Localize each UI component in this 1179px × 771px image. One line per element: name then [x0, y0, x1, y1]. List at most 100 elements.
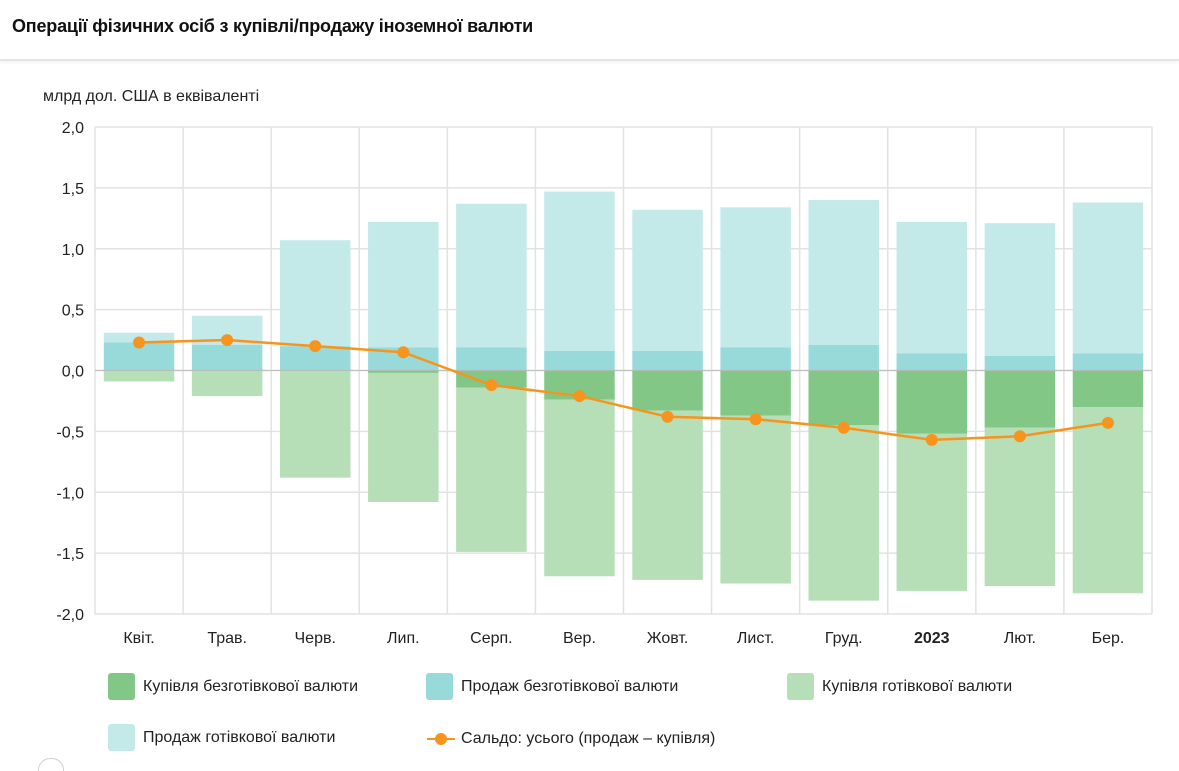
saldo-point	[397, 346, 410, 359]
legend-dot	[435, 733, 447, 745]
bar-sell-cash	[456, 203, 527, 348]
legend-label: Продаж готівкової валюти	[143, 728, 336, 746]
bar-sell-cash	[984, 223, 1056, 356]
legend-item-sell-noncash[interactable]: Продаж безготівкової валюти	[426, 673, 678, 700]
x-tick-label: Лист.	[737, 630, 774, 647]
saldo-point	[309, 340, 322, 353]
watermark-logo-icon	[38, 758, 64, 771]
y-tick-label: 1,0	[62, 242, 84, 259]
x-tick-label: Серп.	[470, 630, 512, 647]
x-tick-label: Жовт.	[647, 630, 689, 647]
y-tick-label: -1,0	[56, 485, 84, 502]
bar-buy-cash	[279, 370, 351, 478]
legend-swatch-sell-noncash	[426, 673, 453, 700]
bar-sell-cash	[279, 240, 351, 347]
bar-sell-noncash	[896, 353, 968, 371]
legend-item-saldo[interactable]: Сальдо: усього (продаж – купівля)	[427, 730, 715, 748]
bar-buy-noncash	[808, 370, 879, 426]
saldo-point	[925, 433, 938, 446]
saldo-point	[573, 390, 586, 403]
bar-buy-cash	[1072, 407, 1144, 594]
saldo-point	[485, 379, 498, 392]
legend-swatch-sell-cash	[108, 724, 135, 751]
saldo-point	[837, 421, 850, 434]
x-tick-label: Груд.	[825, 630, 863, 647]
legend-item-sell-cash[interactable]: Продаж готівкової валюти	[108, 724, 335, 751]
bar-sell-noncash	[368, 347, 439, 371]
bar-sell-cash	[544, 191, 615, 352]
saldo-point	[661, 410, 674, 423]
grid	[94, 126, 1153, 615]
bar-sell-noncash	[632, 351, 703, 371]
bar-sell-noncash	[808, 344, 879, 371]
legend-swatch-buy-noncash	[108, 673, 135, 700]
bar-sell-noncash	[984, 355, 1056, 371]
bar-buy-noncash	[984, 370, 1056, 428]
bar-buy-cash	[456, 387, 527, 552]
x-tick-label: Квіт.	[123, 630, 154, 647]
legend-label: Купівля готівкової валюти	[822, 677, 1013, 695]
chart-plot: 2,0 1,5 1,0 0,5 0,0 -0,5 -1,0 -1,5 -2,0 Квіт. Тра…	[56, 120, 1153, 647]
bar-buy-noncash	[720, 370, 791, 416]
x-tick-label: Лип.	[387, 630, 420, 647]
saldo-point	[133, 336, 146, 349]
bar-buy-noncash	[632, 370, 703, 411]
legend-label: Купівля безготівкової валюти	[143, 677, 359, 695]
bar-sell-noncash	[191, 344, 263, 371]
y-tick-label: 0,5	[62, 303, 84, 320]
bar-sell-noncash	[720, 347, 791, 371]
legend-line-marker-icon	[427, 732, 455, 746]
bar-buy-cash	[984, 427, 1056, 586]
legend-label: Продаж безготівкової валюти	[461, 677, 679, 695]
bar-buy-cash	[896, 433, 968, 591]
bar-sell-cash	[368, 221, 439, 348]
bar-buy-noncash	[1072, 370, 1144, 408]
bar-buy-cash	[191, 370, 263, 397]
x-tick-label: Лют.	[1004, 630, 1036, 647]
bar-buy-cash	[368, 372, 439, 502]
saldo-line-layer	[133, 334, 1114, 446]
saldo-point	[221, 334, 234, 347]
x-tick-label: Вер.	[563, 630, 596, 647]
y-tick-label: -2,0	[56, 607, 84, 624]
bar-sell-cash	[808, 200, 879, 345]
bars	[103, 191, 1144, 601]
bar-buy-cash	[103, 370, 175, 382]
x-tick-label: Трав.	[207, 630, 247, 647]
bar-sell-noncash	[544, 351, 615, 371]
bar-sell-cash	[896, 221, 968, 354]
y-tick-label: -1,5	[56, 546, 84, 563]
bar-sell-cash	[1072, 202, 1144, 354]
saldo-point	[1101, 416, 1114, 429]
bar-buy-cash	[632, 410, 703, 580]
y-tick-label: 0,0	[62, 364, 84, 381]
bar-sell-noncash	[456, 347, 527, 371]
legend-item-buy-cash[interactable]: Купівля готівкової валюти	[787, 673, 1012, 700]
bar-sell-noncash	[1072, 353, 1144, 371]
bar-buy-cash	[544, 399, 615, 577]
chart-header: Операції фізичних осіб з купівлі/продажу…	[0, 0, 1179, 61]
legend-item-buy-noncash[interactable]: Купівля безготівкової валюти	[108, 673, 358, 700]
bar-buy-noncash	[456, 370, 527, 388]
bar-sell-cash	[720, 207, 791, 348]
bar-sell-cash	[632, 209, 703, 352]
bar-buy-noncash	[368, 370, 439, 373]
x-tick-label: Бер.	[1092, 630, 1125, 647]
saldo-point	[1013, 430, 1026, 443]
y-tick-label: 1,5	[62, 181, 84, 198]
y-axis-unit-label: млрд дол. США в еквіваленті	[43, 88, 260, 105]
legend-swatch-buy-cash	[787, 673, 814, 700]
chart-title: Операції фізичних осіб з купівлі/продажу…	[12, 16, 534, 36]
x-tick-label: 2023	[914, 630, 950, 647]
bar-buy-noncash	[896, 370, 968, 434]
y-tick-label: 2,0	[62, 120, 84, 137]
y-axis-ticks: 2,0 1,5 1,0 0,5 0,0 -0,5 -1,0 -1,5 -2,0	[56, 120, 84, 624]
bar-buy-cash	[808, 425, 879, 601]
legend-label: Сальдо: усього (продаж – купівля)	[461, 730, 716, 747]
bar-buy-cash	[720, 415, 791, 584]
saldo-line	[139, 338, 1109, 442]
saldo-point	[749, 413, 762, 426]
x-tick-label: Черв.	[295, 630, 336, 647]
x-axis-ticks: Квіт. Трав. Черв. Лип. Серп. Вер. Жовт. Лист. Гр…	[123, 630, 1124, 647]
y-tick-label: -0,5	[56, 424, 84, 441]
